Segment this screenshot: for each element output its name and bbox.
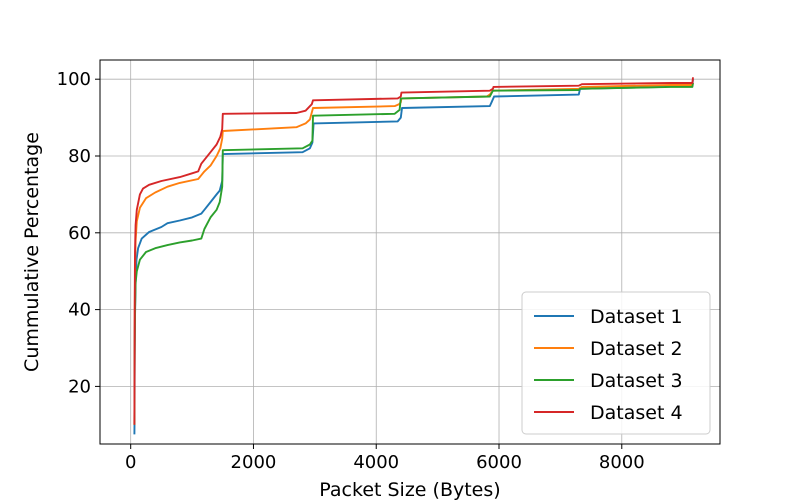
legend-label: Dataset 2 [590, 338, 683, 360]
legend: Dataset 1 Dataset 2 Dataset 3 Dataset 4 [521, 291, 711, 435]
series-layer [133, 77, 694, 435]
legend-label: Dataset 4 [590, 402, 683, 424]
series-line-dataset-4 [133, 77, 694, 425]
y-tick-label: 20 [68, 376, 91, 397]
y-tick-label: 100 [57, 69, 91, 90]
plot-frame [99, 59, 721, 445]
y-axis-label: Cummulative Percentage [21, 132, 43, 372]
series-line-dataset-3 [133, 82, 694, 425]
x-tick-label: 8000 [599, 452, 645, 473]
legend-box [521, 291, 711, 435]
x-tick-label: 4000 [353, 452, 399, 473]
grid [100, 60, 720, 444]
x-tick-label: 0 [125, 452, 136, 473]
y-tick-label: 80 [68, 146, 91, 167]
x-axis-label: Packet Size (Bytes) [319, 479, 500, 500]
legend-label: Dataset 3 [590, 370, 683, 392]
series-line-dataset-1 [133, 79, 694, 435]
y-tick-label: 60 [68, 223, 91, 244]
y-tick-label: 40 [68, 300, 91, 321]
ticks: 0 2000 4000 6000 8000 20 40 60 80 100 [57, 69, 645, 473]
legend-label: Dataset 1 [590, 306, 683, 328]
x-tick-label: 2000 [231, 452, 277, 473]
x-tick-label: 6000 [476, 452, 522, 473]
